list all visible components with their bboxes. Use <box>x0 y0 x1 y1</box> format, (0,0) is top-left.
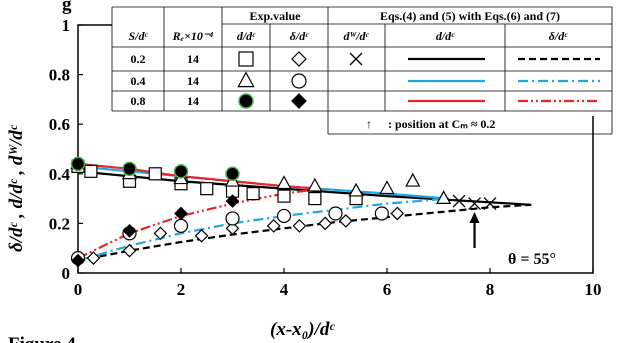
open-circle-marker <box>374 206 389 221</box>
square-marker <box>238 51 254 67</box>
x-tick-label: 6 <box>383 280 392 299</box>
filled-diamond-marker <box>174 206 188 221</box>
row-s-value: 0.8 <box>131 94 146 108</box>
note-text: : position at Cₘ ≈ 0.2 <box>388 117 495 131</box>
filled-diamond-marker <box>291 93 307 109</box>
legend-table: Exp.value Eqs.(4) and (5) with Eqs.(6) a… <box>111 6 613 135</box>
triangle-marker <box>379 180 395 195</box>
note-arrow: ↑ <box>366 117 372 131</box>
diamond-marker <box>153 226 168 241</box>
model-line <box>77 203 532 262</box>
x-tick-label: 10 <box>585 280 602 299</box>
filled-circle-marker <box>70 156 86 172</box>
x-marker <box>468 197 482 211</box>
col-eq-d-header: d/dᶜ <box>436 29 455 43</box>
triangle-marker <box>237 71 255 88</box>
model-line <box>77 187 321 260</box>
legend-rows: 0.2 14 0.4 14 0.8 14 <box>131 51 600 109</box>
diamond-marker <box>122 243 137 258</box>
col-delta-header: δ/dᶜ <box>290 29 309 43</box>
square-marker <box>246 187 260 201</box>
y-tick-label: 0.8 <box>49 66 70 85</box>
filled-circle-marker <box>122 161 137 177</box>
square-marker <box>148 167 162 181</box>
diamond-marker <box>194 228 209 243</box>
filled-diamond-marker <box>71 253 85 268</box>
filled-circle-marker <box>225 166 240 182</box>
col-eq-delta-header: δ/dᶜ <box>549 29 568 43</box>
filled-diamond-marker <box>225 194 240 208</box>
open-circle-marker <box>291 73 307 89</box>
triangle-marker <box>307 177 323 192</box>
col-dw-header: dᵂ/dᶜ <box>343 29 369 43</box>
square-marker <box>200 182 214 196</box>
model-line <box>77 170 532 206</box>
x-tick-label: 0 <box>74 280 83 299</box>
row-s-value: 0.2 <box>131 52 146 66</box>
top-caption-fragment: g <box>62 0 72 15</box>
square-marker <box>84 164 98 178</box>
diamond-marker <box>338 214 353 228</box>
row-re-value: 14 <box>187 52 199 66</box>
axes: 0 2 4 6 8 10 0 0.2 0.4 0.6 0.8 1 <box>49 16 602 299</box>
y-axis-label: δ/dᶜ , d/dᶜ , dᵂ/dᶜ <box>6 124 27 252</box>
open-circle-marker <box>276 208 292 224</box>
triangle-marker <box>436 190 452 204</box>
col-d-header: d/dᶜ <box>237 29 256 43</box>
y-tick-label: 0.4 <box>49 165 71 184</box>
open-circle-marker <box>173 218 189 233</box>
triangle-marker <box>348 182 364 197</box>
col-re-header: Rₑ×10⁻⁴ <box>172 29 214 43</box>
filled-diamond-marker <box>122 223 137 238</box>
open-circle-marker <box>328 206 343 221</box>
header-exp: Exp.value <box>249 9 301 23</box>
x-marker <box>452 194 466 208</box>
y-tick-label: 0.2 <box>49 214 70 233</box>
diamond-marker <box>291 51 307 67</box>
diamond-marker <box>318 216 333 231</box>
diamond-marker <box>86 251 101 265</box>
x-tick-label: 2 <box>177 280 186 299</box>
x-marker <box>349 52 363 66</box>
legend-grid <box>111 6 613 135</box>
diamond-marker <box>266 219 281 233</box>
position-arrow <box>469 212 480 248</box>
diamond-marker <box>292 219 307 233</box>
diamond-marker <box>390 206 405 221</box>
triangle-marker <box>276 175 292 190</box>
y-tick-label: 0.6 <box>49 115 70 134</box>
header-eqs: Eqs.(4) and (5) with Eqs.(6) and (7) <box>380 9 560 23</box>
data-points <box>70 155 497 268</box>
diamond-marker <box>225 221 240 236</box>
filled-circle-marker <box>173 164 189 179</box>
caption-label: Figure 4. <box>8 334 80 343</box>
row-s-value: 0.4 <box>131 74 146 88</box>
theta-annotation: θ = 55° <box>508 251 556 268</box>
triangle-marker <box>405 172 421 187</box>
square-marker <box>308 192 322 206</box>
square-marker <box>277 189 291 203</box>
x-tick-label: 8 <box>486 280 495 299</box>
y-tick-label: 1 <box>62 16 71 35</box>
y-tick-label: 0 <box>62 264 71 283</box>
model-line <box>77 197 449 262</box>
col-s-header: S/dᶜ <box>128 29 148 43</box>
row-re-value: 14 <box>187 74 199 88</box>
x-marker <box>483 197 497 211</box>
model-lines <box>77 162 532 262</box>
x-tick-label: 4 <box>280 280 289 299</box>
open-circle-marker <box>225 211 240 226</box>
legend-background <box>112 7 612 116</box>
filled-circle-marker <box>238 93 254 109</box>
row-re-value: 14 <box>187 94 199 108</box>
x-axis-label: (x-x₀)/dᶜ <box>270 319 335 340</box>
